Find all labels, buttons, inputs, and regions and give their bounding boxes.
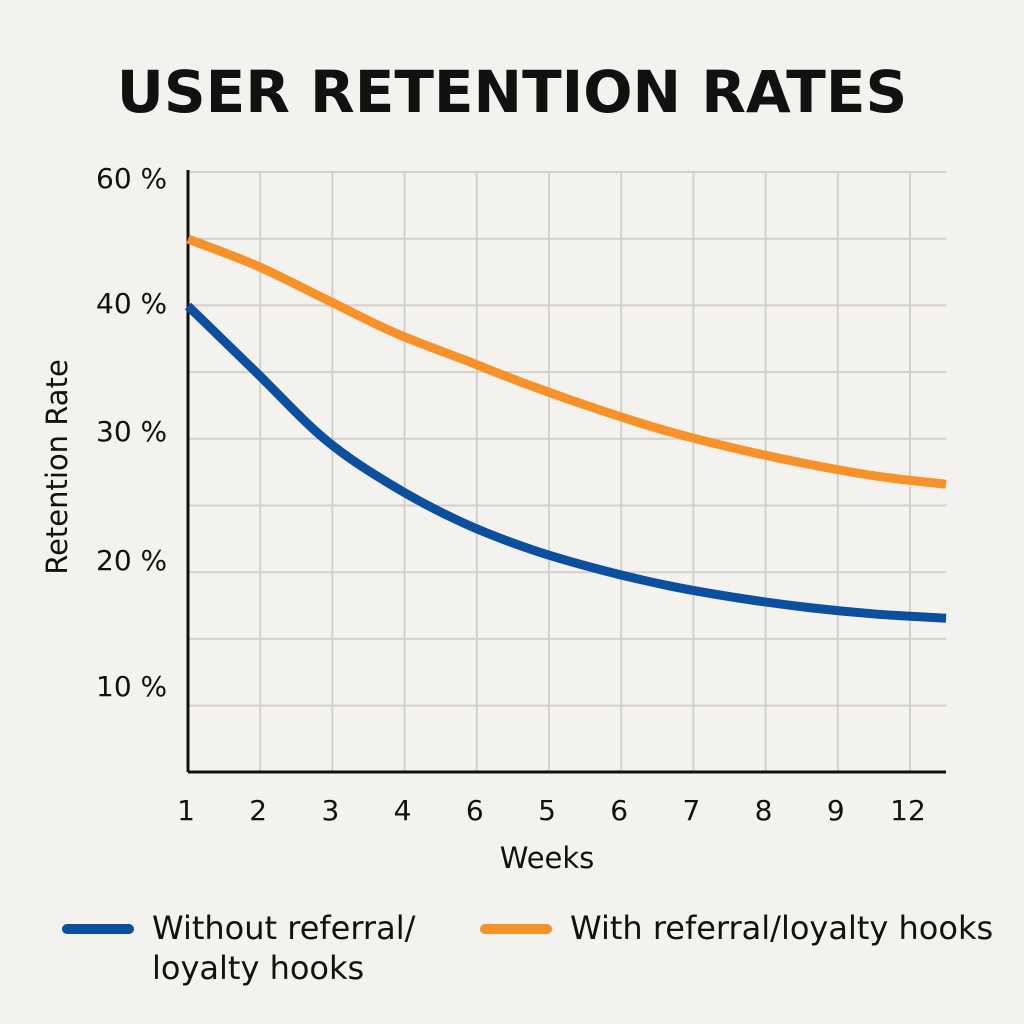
series-lines [184, 234, 947, 623]
x-tick-label: 2 [249, 794, 267, 827]
x-axis-title: Weeks [500, 841, 595, 875]
legend-label: Without referral/ loyalty hooks [152, 909, 416, 987]
x-tick-label: 12 [890, 794, 926, 827]
x-tick-label: 9 [827, 794, 845, 827]
legend-item-without-hooks: Without referral/ loyalty hooks [62, 908, 432, 988]
grid [188, 171, 946, 772]
x-tick-label: 8 [755, 794, 773, 827]
series-line-without-hooks [184, 302, 947, 623]
x-tick-label: 7 [682, 794, 700, 827]
x-tick-label: 3 [321, 794, 339, 827]
legend-swatch-orange [480, 924, 552, 934]
x-tick-label: 6 [466, 794, 484, 827]
axes [186, 170, 946, 774]
legend-swatch-blue [62, 924, 134, 934]
chart-title: USER RETENTION RATES [116, 58, 908, 126]
series-line-with-hooks [186, 234, 947, 489]
y-tick-label: 40 % [96, 287, 167, 320]
legend-label: With referral/loyalty hooks [570, 909, 994, 947]
y-tick-label: 30 % [96, 415, 167, 448]
y-tick-label: 20 % [96, 544, 167, 577]
x-tick-label: 4 [394, 794, 412, 827]
x-tick-label: 6 [610, 794, 628, 827]
x-tick-label: 1 [177, 794, 195, 827]
y-axis-title: Retention Rate [40, 359, 74, 575]
legend-item-with-hooks: With referral/loyalty hooks [480, 908, 993, 948]
y-tick-label: 10 % [96, 670, 167, 703]
x-tick-label: 5 [538, 794, 556, 827]
y-tick-label: 60 % [96, 162, 167, 195]
